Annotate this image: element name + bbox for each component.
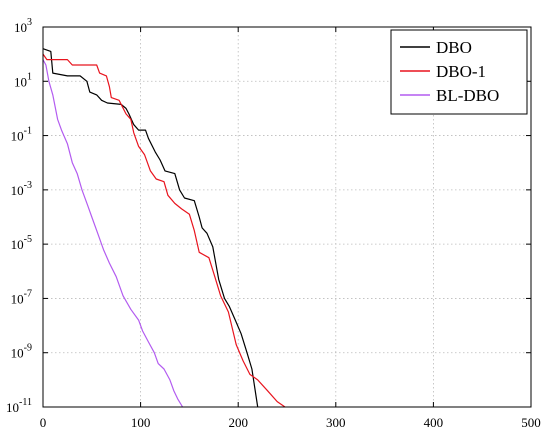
y-tick-base: 10	[11, 346, 24, 361]
legend-label-dbo-1: DBO-1	[436, 62, 486, 81]
y-tick-base: 10	[11, 237, 24, 252]
x-tick-label: 100	[131, 415, 151, 430]
x-tick-label: 200	[228, 415, 248, 430]
legend-label-bl-dbo: BL-DBO	[436, 86, 499, 105]
y-tick-base: 10	[14, 74, 27, 89]
x-tick-label: 400	[424, 415, 444, 430]
y-tick-base: 10	[14, 20, 27, 35]
series-layer	[42, 48, 286, 408]
legend: DBO DBO-1 BL-DBO	[390, 29, 528, 115]
y-tick-exponent: 3	[27, 17, 32, 28]
legend-box	[390, 29, 528, 115]
y-tick-label: 101	[14, 71, 32, 89]
plot-frame	[42, 26, 532, 408]
x-axis-ticks: 0 100 200 300 400 500	[40, 27, 541, 430]
y-tick-exponent: 1	[27, 71, 32, 82]
y-tick-base: 10	[11, 183, 24, 198]
y-tick-label: 10-1	[11, 126, 32, 144]
y-tick-exponent: -5	[24, 234, 32, 245]
series-line-dbo-1	[42, 53, 286, 408]
y-tick-label: 103	[14, 17, 32, 35]
series-line-bl-dbo	[42, 59, 184, 408]
x-tick-label: 300	[326, 415, 346, 430]
x-tick-label: 0	[40, 415, 47, 430]
y-tick-exponent: -3	[24, 180, 32, 191]
y-tick-label: 10-7	[11, 288, 32, 306]
y-tick-exponent: -1	[24, 126, 32, 137]
y-tick-exponent: -7	[24, 288, 32, 299]
y-tick-label: 10-9	[11, 343, 32, 361]
y-tick-base: 10	[11, 129, 24, 144]
series-line-dbo	[42, 48, 259, 408]
y-tick-base: 10	[6, 400, 19, 415]
y-tick-label: 10-3	[11, 180, 32, 198]
y-tick-label: 10-5	[11, 234, 32, 252]
y-tick-label: 10-11	[6, 397, 32, 415]
x-tick-label: 500	[521, 415, 541, 430]
y-tick-base: 10	[11, 291, 24, 306]
y-tick-exponent: -9	[24, 343, 32, 354]
y-tick-exponent: -11	[19, 397, 32, 408]
legend-label-dbo: DBO	[436, 38, 472, 57]
